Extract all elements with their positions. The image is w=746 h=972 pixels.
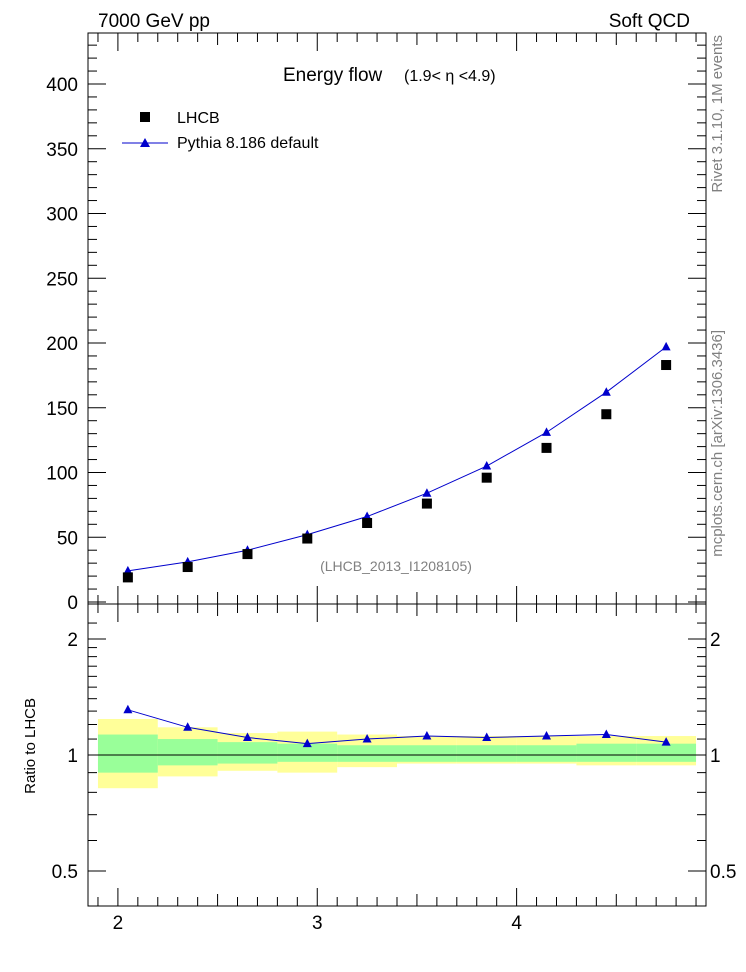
ratio-pythia-point [422,731,432,740]
lhcb-point [302,533,313,544]
pythia-point [362,511,372,521]
legend: LHCB Pythia 8.186 default [122,110,319,152]
ratio-x-axis: 2 3 4 [97,604,697,934]
main-y-tick-label: 50 [57,528,78,549]
lhcb-point [122,572,133,583]
ratio-y-tick-label-right: 2 [710,630,721,651]
legend-label-lhcb: LHCB [177,110,220,127]
pythia-point [482,461,492,470]
main-y-tick-label: 100 [46,464,78,485]
ratio-data-marks [123,704,671,748]
ratio-pythia-point [302,738,312,748]
lhcb-point [421,498,432,509]
main-y-tick-label: 300 [46,205,78,226]
plot-title-eta-range: (1.9< η <4.9) [404,68,496,85]
legend-marker-lhcb [140,112,150,122]
ratio-y-tick-label-right: 0.5 [710,862,736,883]
analysis-id-annotation: (LHCB_2013_I1208105) [320,558,472,574]
main-x-axis [97,33,697,604]
ratio-panel: 0.5 0.5 1 1 2 2 2 3 4 Ratio to LHCB [22,603,736,934]
main-y-tick-label: 0 [67,593,78,614]
pythia-point [123,565,133,575]
main-y-tick-label: 350 [46,140,78,161]
ratio-green-band [157,739,218,766]
ratio-y-axis-label: Ratio to LHCB [22,698,39,794]
legend-marker-pythia [140,138,150,147]
main-data-marks [122,341,672,583]
ratio-green-band [397,745,457,762]
lhcb-point [541,442,552,453]
ratio-pythia-point [123,704,133,714]
ratio-green-band [97,734,158,773]
ratio-green-band [217,742,278,764]
ratio-y-tick-label: 0.5 [52,862,78,883]
ratio-green-band [456,745,517,762]
pythia-series-line [127,346,667,572]
ratio-green-band [636,743,697,762]
mcplots-source-label: mcplots.cern.ch [arXiv:1306.3436] [709,330,726,557]
lhcb-point [661,360,672,371]
lhcb-point [182,562,193,573]
lhcb-point [601,409,612,420]
ratio-green-band [516,745,577,762]
ratio-pythia-point [542,731,552,740]
legend-label-pythia: Pythia 8.186 default [177,135,319,152]
ratio-green-band [576,743,637,762]
header-left-label: 7000 GeV pp [98,11,210,32]
lhcb-point [481,472,492,483]
plot-title: Energy flow [283,65,383,86]
main-y-tick-label: 200 [46,334,78,355]
header-right-label: Soft QCD [609,11,690,32]
pythia-point [542,427,552,436]
main-y-tick-label: 250 [46,269,78,290]
ratio-pythia-point [661,737,671,746]
ratio-x-tick-label: 2 [113,913,124,934]
pythia-point [422,488,432,497]
pythia-point [601,387,611,396]
main-y-axis: 0 50 100 150 200 250 300 350 400 [46,44,706,614]
pythia-point [661,341,671,351]
ratio-y-tick-label: 1 [67,746,78,767]
ratio-x-tick-label: 3 [312,913,323,934]
ratio-x-tick-label: 4 [511,913,522,934]
ratio-pythia-point [482,732,492,742]
main-y-tick-label: 150 [46,399,78,420]
ratio-green-band [277,743,338,762]
main-panel: 0 50 100 150 200 250 300 350 400 Energy flow (1.… [46,32,707,614]
main-y-tick-label: 400 [46,75,78,96]
lhcb-point [362,518,373,529]
ratio-y-tick-label-right: 1 [710,746,721,767]
ratio-green-band [337,745,397,762]
ratio-pythia-point [242,732,252,742]
ratio-pythia-point [183,722,193,731]
ratio-y-axis: 0.5 0.5 1 1 2 2 [52,622,736,883]
ratio-pythia-point [601,729,611,739]
rivet-version-label: Rivet 3.1.10, 1M events [709,35,726,193]
ratio-pythia-point [362,734,372,743]
lhcb-point [242,549,253,560]
ratio-pythia-line [127,709,667,745]
ratio-y-tick-label: 2 [67,630,78,651]
